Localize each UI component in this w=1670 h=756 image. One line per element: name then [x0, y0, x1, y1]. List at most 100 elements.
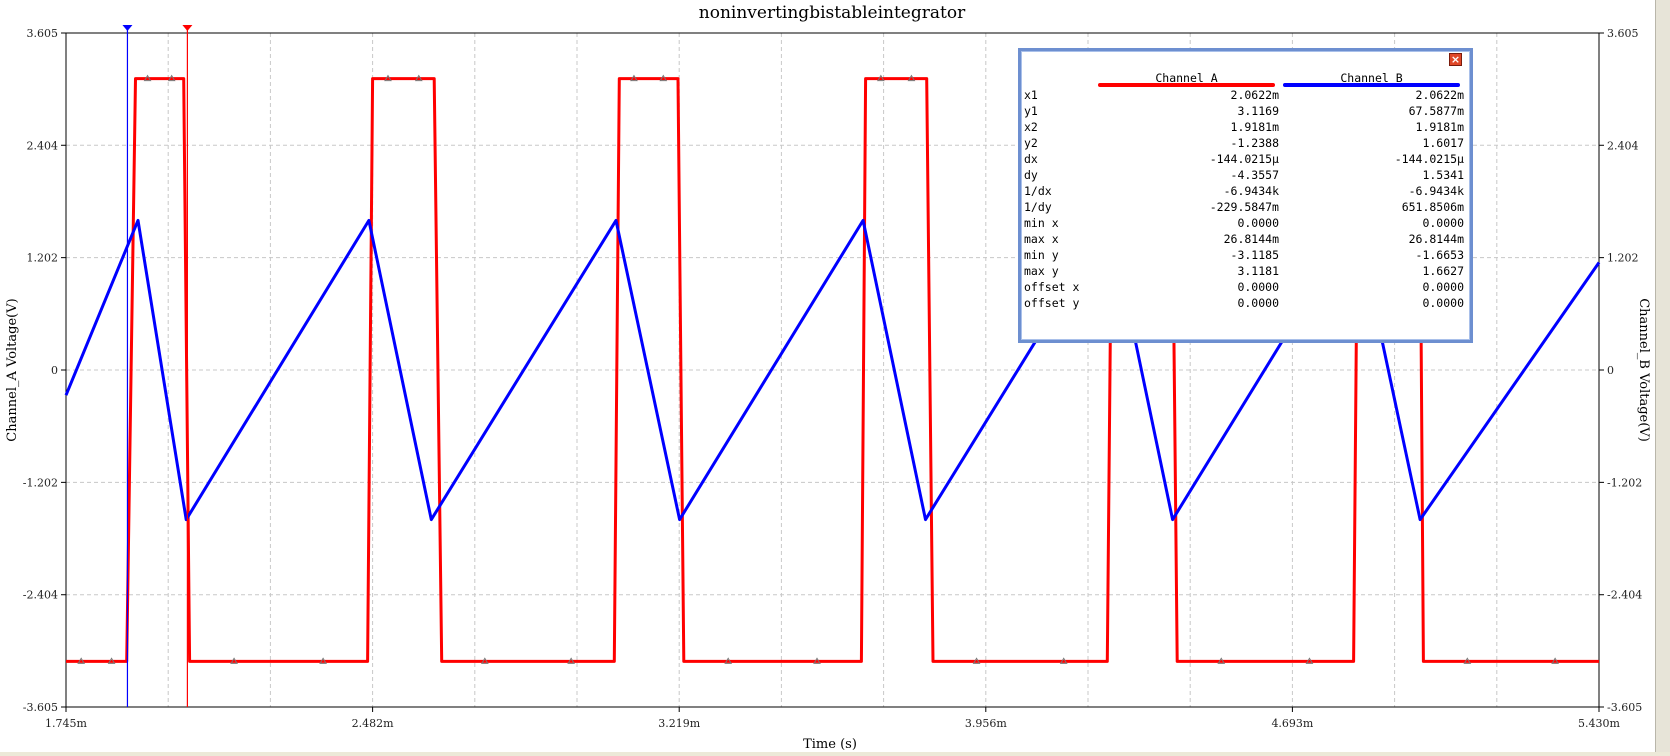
y-tick-label-right: -1.202 — [1607, 476, 1642, 489]
readout-label: max x — [1024, 232, 1059, 246]
channel-a-value: 0.0000 — [1237, 296, 1279, 310]
channel-a-marker — [480, 657, 489, 664]
y-tick-label-right: 1.202 — [1607, 252, 1639, 265]
readout-row: max x 26.8144m 26.8144m — [1024, 231, 1464, 247]
readout-row: dy -4.3557 1.5341 — [1024, 167, 1464, 183]
x-tick-label: 5.430m — [1578, 717, 1620, 730]
readout-row: min y -3.1185 -1.6653 — [1024, 247, 1464, 263]
channel-a-marker — [659, 74, 668, 82]
cursor-x1-handle[interactable] — [122, 25, 133, 31]
readout-label: 1/dx — [1024, 184, 1052, 198]
x-tick-label: 1.745m — [45, 717, 87, 730]
channel-a-header: Channel A — [1094, 69, 1279, 87]
channel-a-marker — [630, 74, 638, 82]
readout-label: dy — [1024, 168, 1038, 182]
readout-row: offset x 0.0000 0.0000 — [1024, 279, 1464, 295]
channel-a-value: 0.0000 — [1237, 280, 1279, 294]
y-tick-label-right: 3.605 — [1607, 27, 1639, 40]
readout-label: offset x — [1024, 280, 1080, 294]
channel-a-value: -1.2388 — [1230, 136, 1279, 150]
channel-a-value: -4.3557 — [1230, 168, 1279, 182]
channel-a-trace — [66, 77, 1599, 663]
channel-b-value: 0.0000 — [1422, 280, 1464, 294]
channel-b-value: 0.0000 — [1422, 296, 1464, 310]
channel-a-marker — [567, 657, 576, 664]
channel-b-value: 1.9181m — [1415, 120, 1464, 134]
channel-b-value: 26.8144m — [1408, 232, 1464, 246]
readout-row: y1 3.1169 67.5877m — [1024, 103, 1464, 119]
readout-label: dx — [1024, 152, 1038, 166]
channel-a-marker — [1059, 657, 1068, 664]
y-tick-label-left: 1.202 — [27, 252, 59, 265]
readout-label: x2 — [1024, 120, 1038, 134]
channel-a-marker — [143, 74, 152, 82]
readout-row: y2 -1.2388 1.6017 — [1024, 135, 1464, 151]
channel-a-marker — [1217, 657, 1226, 664]
chart-title: noninvertingbistableintegrator — [699, 3, 966, 23]
y-axis-right-label: Channel_B Voltage(V) — [1636, 298, 1651, 442]
readout-row: min x 0.0000 0.0000 — [1024, 215, 1464, 231]
channel-a-marker — [724, 657, 733, 664]
readout-row: x1 2.0622m 2.0622m — [1024, 87, 1464, 103]
channel-a-value: 2.0622m — [1230, 88, 1279, 102]
readout-row: x2 1.9181m 1.9181m — [1024, 119, 1464, 135]
readout-label: min x — [1024, 216, 1059, 230]
cursor-readout-window[interactable]: × Channel A Channel B x1 2.0622m 2.0622m y1… — [1018, 48, 1473, 343]
channel-a-value: 3.1181 — [1237, 264, 1279, 278]
readout-label: max y — [1024, 264, 1059, 278]
readout-row: 1/dy -229.5847m 651.8506m — [1024, 199, 1464, 215]
channel-a-value: -6.9434k — [1223, 184, 1279, 198]
channel-a-value: 0.0000 — [1237, 216, 1279, 230]
channel-b-legend-line — [1283, 83, 1460, 87]
channel-b-value: 1.6627 — [1422, 264, 1464, 278]
y-tick-label-right: 2.404 — [1607, 139, 1639, 152]
readout-label: min y — [1024, 248, 1059, 262]
channel-a-value: -3.1185 — [1230, 248, 1279, 262]
channel-b-value: 1.5341 — [1422, 168, 1464, 182]
channel-a-value: 1.9181m — [1230, 120, 1279, 134]
y-tick-label-left: -3.605 — [23, 701, 58, 714]
readout-label: 1/dy — [1024, 200, 1052, 214]
channel-a-header-label: Channel A — [1155, 71, 1218, 85]
channel-a-marker — [167, 74, 176, 82]
channel-b-value: 67.5877m — [1408, 104, 1464, 118]
readout-label: offset y — [1024, 296, 1080, 310]
channel-b-value: 651.8506m — [1401, 200, 1464, 214]
x-tick-label: 3.956m — [965, 717, 1007, 730]
channel-a-marker — [1551, 657, 1559, 664]
channel-a-marker — [972, 657, 981, 664]
readout-row: max y 3.1181 1.6627 — [1024, 263, 1464, 279]
channel-a-value: 26.8144m — [1223, 232, 1279, 246]
readout-table: Channel A Channel B x1 2.0622m 2.0622m y1 3.… — [1024, 69, 1464, 311]
y-tick-label-left: 3.605 — [27, 27, 59, 40]
y-axis-left-label: Channel_A Voltage(V) — [5, 298, 20, 441]
readout-label: x1 — [1024, 88, 1038, 102]
window-edge — [1655, 0, 1670, 756]
channel-a-value: -229.5847m — [1209, 200, 1279, 214]
channel-a-marker — [907, 74, 916, 82]
readout-label: y2 — [1024, 136, 1038, 150]
x-tick-label: 3.219m — [658, 717, 700, 730]
channel-a-marker — [384, 74, 392, 82]
cursor-x2-handle[interactable] — [182, 25, 193, 31]
x-tick-label: 4.693m — [1271, 717, 1313, 730]
channel-a-marker — [107, 657, 116, 664]
channel-b-value: -1.6653 — [1415, 248, 1464, 262]
channel-a-marker — [414, 74, 423, 82]
channel-a-marker — [813, 657, 821, 664]
y-tick-label-right: -2.404 — [1607, 589, 1642, 602]
x-tick-label: 2.482m — [352, 717, 394, 730]
channel-a-marker — [1463, 657, 1472, 664]
readout-row: dx -144.0215µ -144.0215µ — [1024, 151, 1464, 167]
y-tick-label-left: -2.404 — [23, 589, 58, 602]
channel-a-marker — [1305, 657, 1314, 664]
channel-b-value: 2.0622m — [1415, 88, 1464, 102]
y-tick-label-right: -3.605 — [1607, 701, 1642, 714]
ticks-layer: 1.745m 2.482m 3.219m 3.956m 4.693m 5.430m 3.60… — [23, 27, 1642, 730]
channel-a-marker — [77, 657, 86, 664]
close-icon[interactable]: × — [1449, 53, 1462, 66]
readout-label: y1 — [1024, 104, 1038, 118]
y-tick-label-left: 2.404 — [27, 139, 59, 152]
channel-b-header: Channel B — [1279, 69, 1464, 87]
channel-b-value: 1.6017 — [1422, 136, 1464, 150]
